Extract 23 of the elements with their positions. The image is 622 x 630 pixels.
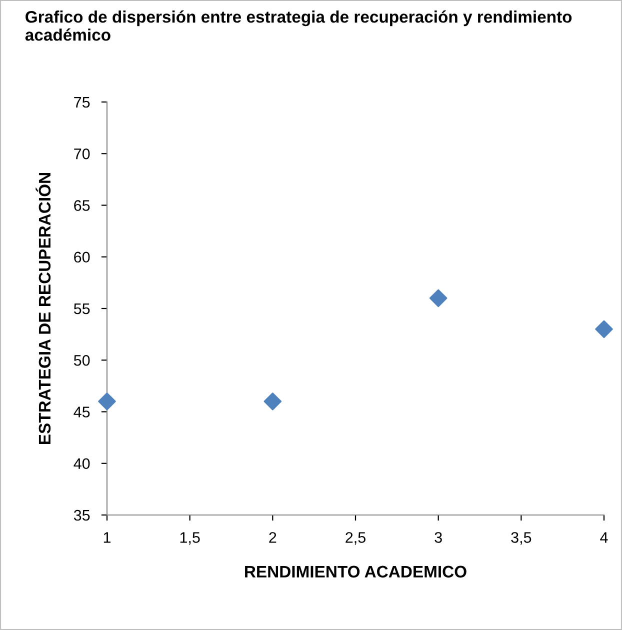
- point: [595, 320, 613, 338]
- y-tick-label: 55: [74, 304, 90, 314]
- y-tick-label: 70: [74, 148, 90, 160]
- y-tick-label: 40: [74, 458, 90, 470]
- x-tick-label: 4: [600, 532, 608, 543]
- y-tick-label: 65: [74, 200, 90, 211]
- y-tick-label: 50: [74, 354, 90, 366]
- x-axis-title: RENDIMIENTO ACADEMICO: [245, 566, 466, 578]
- x-tick-label: 2: [269, 532, 276, 543]
- y-tick-label: 45: [74, 406, 90, 418]
- x-tick-label: 3: [434, 532, 442, 543]
- y-tick-label: 75: [74, 97, 90, 108]
- y-tick-label: 35: [74, 510, 90, 521]
- chart-title: Grafico de dispersión entre estrategia de recuperación y rendimiento académico: [25, 10, 572, 41]
- y-tick-label: 60: [74, 252, 90, 263]
- point: [429, 289, 448, 308]
- x-tick-label: 2,5: [346, 532, 366, 545]
- y-axis-title: ESTRATEGIA DE RECUPERACIÓN: [36, 173, 51, 444]
- x-tick-label: 1: [104, 532, 111, 543]
- x-tick-label: 3,5: [511, 532, 532, 545]
- point: [264, 392, 282, 410]
- point: [98, 392, 116, 410]
- x-tick-label: 1,5: [180, 532, 200, 545]
